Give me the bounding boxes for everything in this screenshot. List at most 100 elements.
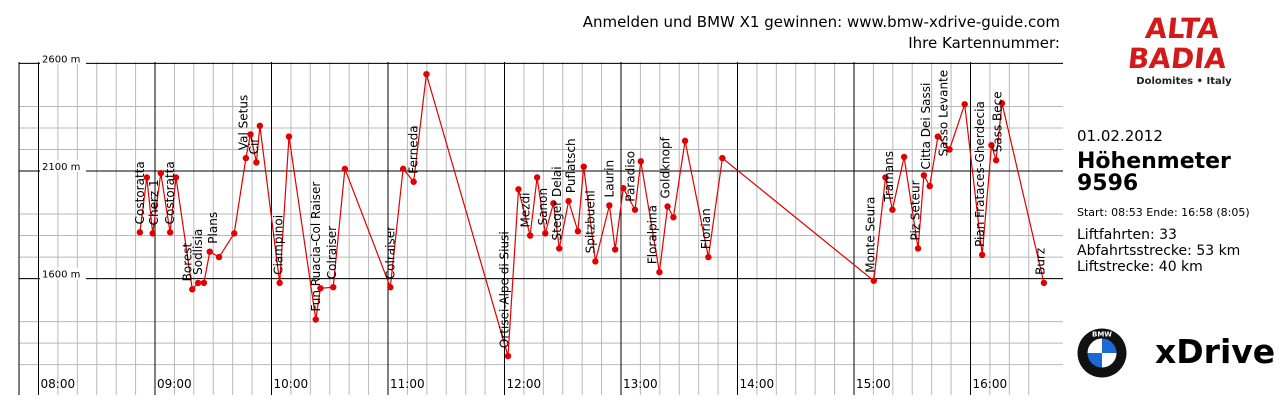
lift-label: Laurin [602,160,616,198]
y-tick-bg [40,267,86,280]
altitude-point [946,146,953,153]
altitude-point [410,178,417,185]
lift-label: Pian Frataces-Gherdecia [973,101,987,247]
altitude-point [934,133,942,140]
svg-text:Dolomites • Italy: Dolomites • Italy [1136,76,1232,87]
lift-labels: Costoratta Cherz 1 Costoratta BorestSodlisi… [133,70,1048,348]
altitude-point [166,229,174,236]
altitude-point [988,141,995,149]
x-tick-label: 10:00 [274,377,309,391]
promo-line: Anmelden und BMW X1 gewinnen: www.bmw-xd… [582,13,1060,31]
date: 01.02.2012 [1077,127,1163,145]
x-tick-label: 16:00 [973,377,1008,391]
lift-label: Val Setus [237,95,251,150]
altitude-point [157,169,165,177]
lift-label: Costoratta [133,161,147,224]
altitude-point [889,206,896,213]
x-tick-label: 14:00 [740,377,775,391]
session-times: Start: 08:53 Ende: 16:58 (8:05) [1077,206,1250,219]
altitude-point [670,214,677,221]
bmw-logo: BMW [1077,328,1127,378]
lift-label: Borest [181,242,195,281]
altitude-point [136,229,144,236]
lift-label: Tramans [882,151,896,203]
xdrive-wordmark: xDrive [1155,332,1276,371]
alta-badia-logo: ALTA BADIA Dolomites • Italy [1128,12,1232,87]
bmw-text: BMW [1092,331,1112,339]
lift-label: Spitzbuehl [584,190,598,253]
altitude-point [611,246,619,253]
altitude-point [515,186,522,193]
altitude-point [172,174,180,181]
altitude-point [914,245,922,252]
altitude-point [542,230,549,237]
altitude-point [580,163,587,170]
altitude-point [900,153,908,161]
altitude-point [637,158,645,165]
altitude-point [631,206,639,213]
altitude-point [920,172,928,179]
lift-rides: Liftfahrten: 33 [1077,227,1177,243]
lift-label: Paradiso [623,151,637,202]
altitude-point [978,251,986,259]
lift-label: Piz Seteur [909,180,923,240]
lift-label: Colraiser [383,226,397,279]
lift-label: Puflatsch [564,138,578,193]
altitude-point [206,248,213,255]
lift-label: Mezdi [518,193,532,228]
downhill-distance: Abfahrtsstrecke: 53 km [1077,243,1241,259]
altitude-point [341,165,349,173]
altitude-point [194,279,202,287]
promo-text: Anmelden und BMW X1 gewinnen: www.bmw-xd… [420,12,1060,54]
altitude-point [998,100,1006,107]
lift-label: Costoratta [163,161,177,224]
altitude-point [870,277,878,284]
altitude-point [550,200,557,207]
x-tick-label: 11:00 [390,377,425,391]
lift-label: Steger Delai [550,166,564,240]
lift-label: Cir [247,138,261,155]
y-tick-label: 1600 m [42,270,80,281]
altitude-point [664,203,671,210]
altitude-point [387,284,394,291]
altitude-point [242,154,250,162]
chart-grid [18,62,1063,395]
altitude-point [312,316,319,323]
altitude-point [705,253,712,261]
lift-label: Ciampinoi [271,215,285,275]
x-tick-label: 15:00 [856,377,891,391]
lift-label: Plans [206,212,220,244]
card-number-label: Ihre Kartennummer: [908,34,1060,52]
altitude-point [926,182,933,190]
altitude-point [526,232,534,239]
lift-label: Ortisei-Alpe di Siusi [498,231,512,348]
altitude-point [317,285,324,292]
lift-label: Goldknopf [658,136,672,198]
altitude-point [143,174,151,181]
x-tick-label: 12:00 [507,377,542,391]
y-tick-bg [40,52,86,65]
altitude-point [882,174,889,181]
lift-label: Burz [1033,248,1047,275]
svg-text:ALTA: ALTA [1144,12,1221,45]
altitude-point [556,245,563,252]
lift-label: Colraiser [325,226,339,279]
lift-label: Sasso Levante [937,70,951,157]
altitude-chart: Costoratta Cherz 1 Costoratta BorestSodlisi… [18,52,1063,395]
lift-label: Sass Bece [990,91,1004,152]
altitude-point [681,137,689,145]
altitude-point [215,253,223,261]
lift-label: Monte Seura [863,197,877,273]
x-tick-label: 09:00 [157,377,192,391]
altitude-point [606,202,613,209]
altitude-point [285,133,293,140]
altitude-point [656,268,663,276]
altitude-point [200,279,208,287]
altitude-point [256,122,264,130]
lift-label: Sanon [536,188,550,226]
altitude-point [330,284,337,291]
altitude-point [231,230,238,237]
altitude-point [620,185,627,192]
y-tick-label: 2100 m [42,162,80,173]
svg-text:BADIA: BADIA [1128,42,1228,75]
